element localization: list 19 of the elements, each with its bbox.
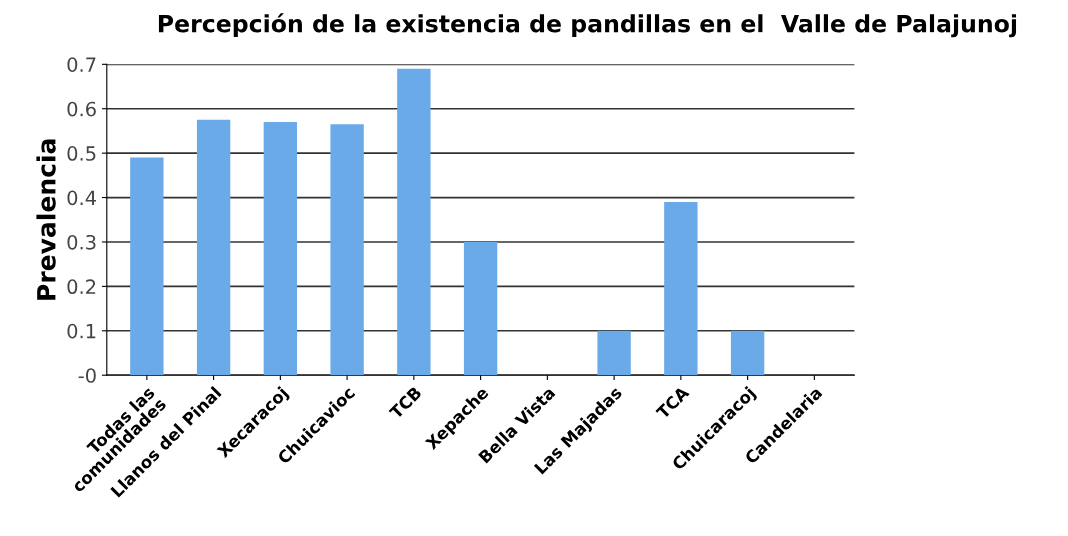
y-tick-label: 0.1	[67, 323, 96, 339]
bar	[130, 157, 164, 376]
y-tick-label: 0.2	[67, 279, 96, 295]
bar	[463, 241, 498, 376]
chart-title: Percepción de la existencia de pandillas en el Valle de Palajunoj	[158, 13, 1017, 38]
y-tick-label: 0.7	[67, 57, 96, 72]
bar	[196, 119, 231, 376]
bar	[664, 202, 698, 376]
y-tick-label: -0	[78, 368, 96, 383]
bar	[730, 330, 765, 376]
bar	[397, 68, 431, 376]
y-tick-label: 0.3	[67, 234, 96, 250]
bar	[597, 330, 631, 376]
y-tick-label: 0.5	[67, 146, 96, 161]
y-axis-title: Prevalencia	[36, 139, 56, 300]
y-tick-label: 0.6	[67, 101, 96, 117]
y-tick-label: 0.4	[67, 190, 96, 206]
bar	[330, 124, 364, 376]
bar	[263, 122, 298, 376]
